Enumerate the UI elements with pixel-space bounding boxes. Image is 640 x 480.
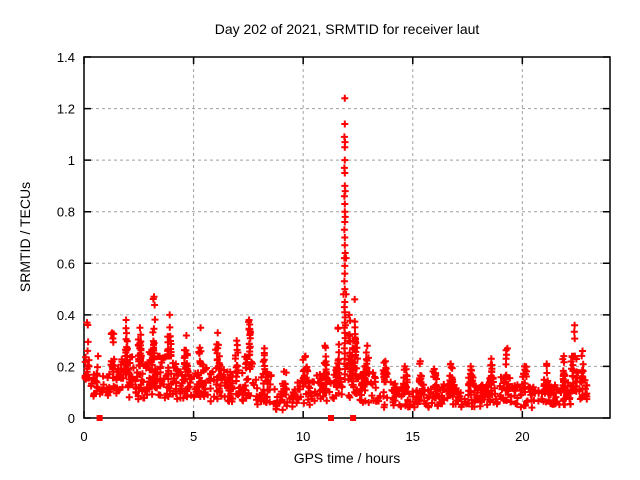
x-tick-label: 20: [515, 429, 529, 444]
x-tick-label: 15: [406, 429, 420, 444]
y-tick-label: 0.4: [57, 308, 75, 323]
plot-border: [83, 56, 611, 419]
x-tick-label: 5: [190, 429, 197, 444]
chart-title: Day 202 of 2021, SRMTID for receiver lau…: [214, 21, 480, 37]
y-tick-label: 1.4: [57, 50, 75, 65]
y-tick-label: 0.8: [57, 205, 75, 220]
y-tick-label: 0.2: [57, 359, 75, 374]
y-tick-label: 0: [68, 411, 75, 426]
x-axis-label: GPS time / hours: [293, 450, 401, 466]
tick-labels: 0 0.2 0.4 0.6 0.8 1 1.2 1.4 0 5 10 15 20: [57, 50, 530, 444]
y-tick-label: 1.2: [57, 102, 75, 117]
y-tick-label: 0.6: [57, 256, 75, 271]
x-tick-label: 10: [296, 429, 310, 444]
y-tick-label: 1: [68, 153, 75, 168]
x-tick-label: 0: [80, 429, 87, 444]
zero-flag-points: [96, 415, 357, 421]
srmtid-points: [81, 94, 591, 414]
